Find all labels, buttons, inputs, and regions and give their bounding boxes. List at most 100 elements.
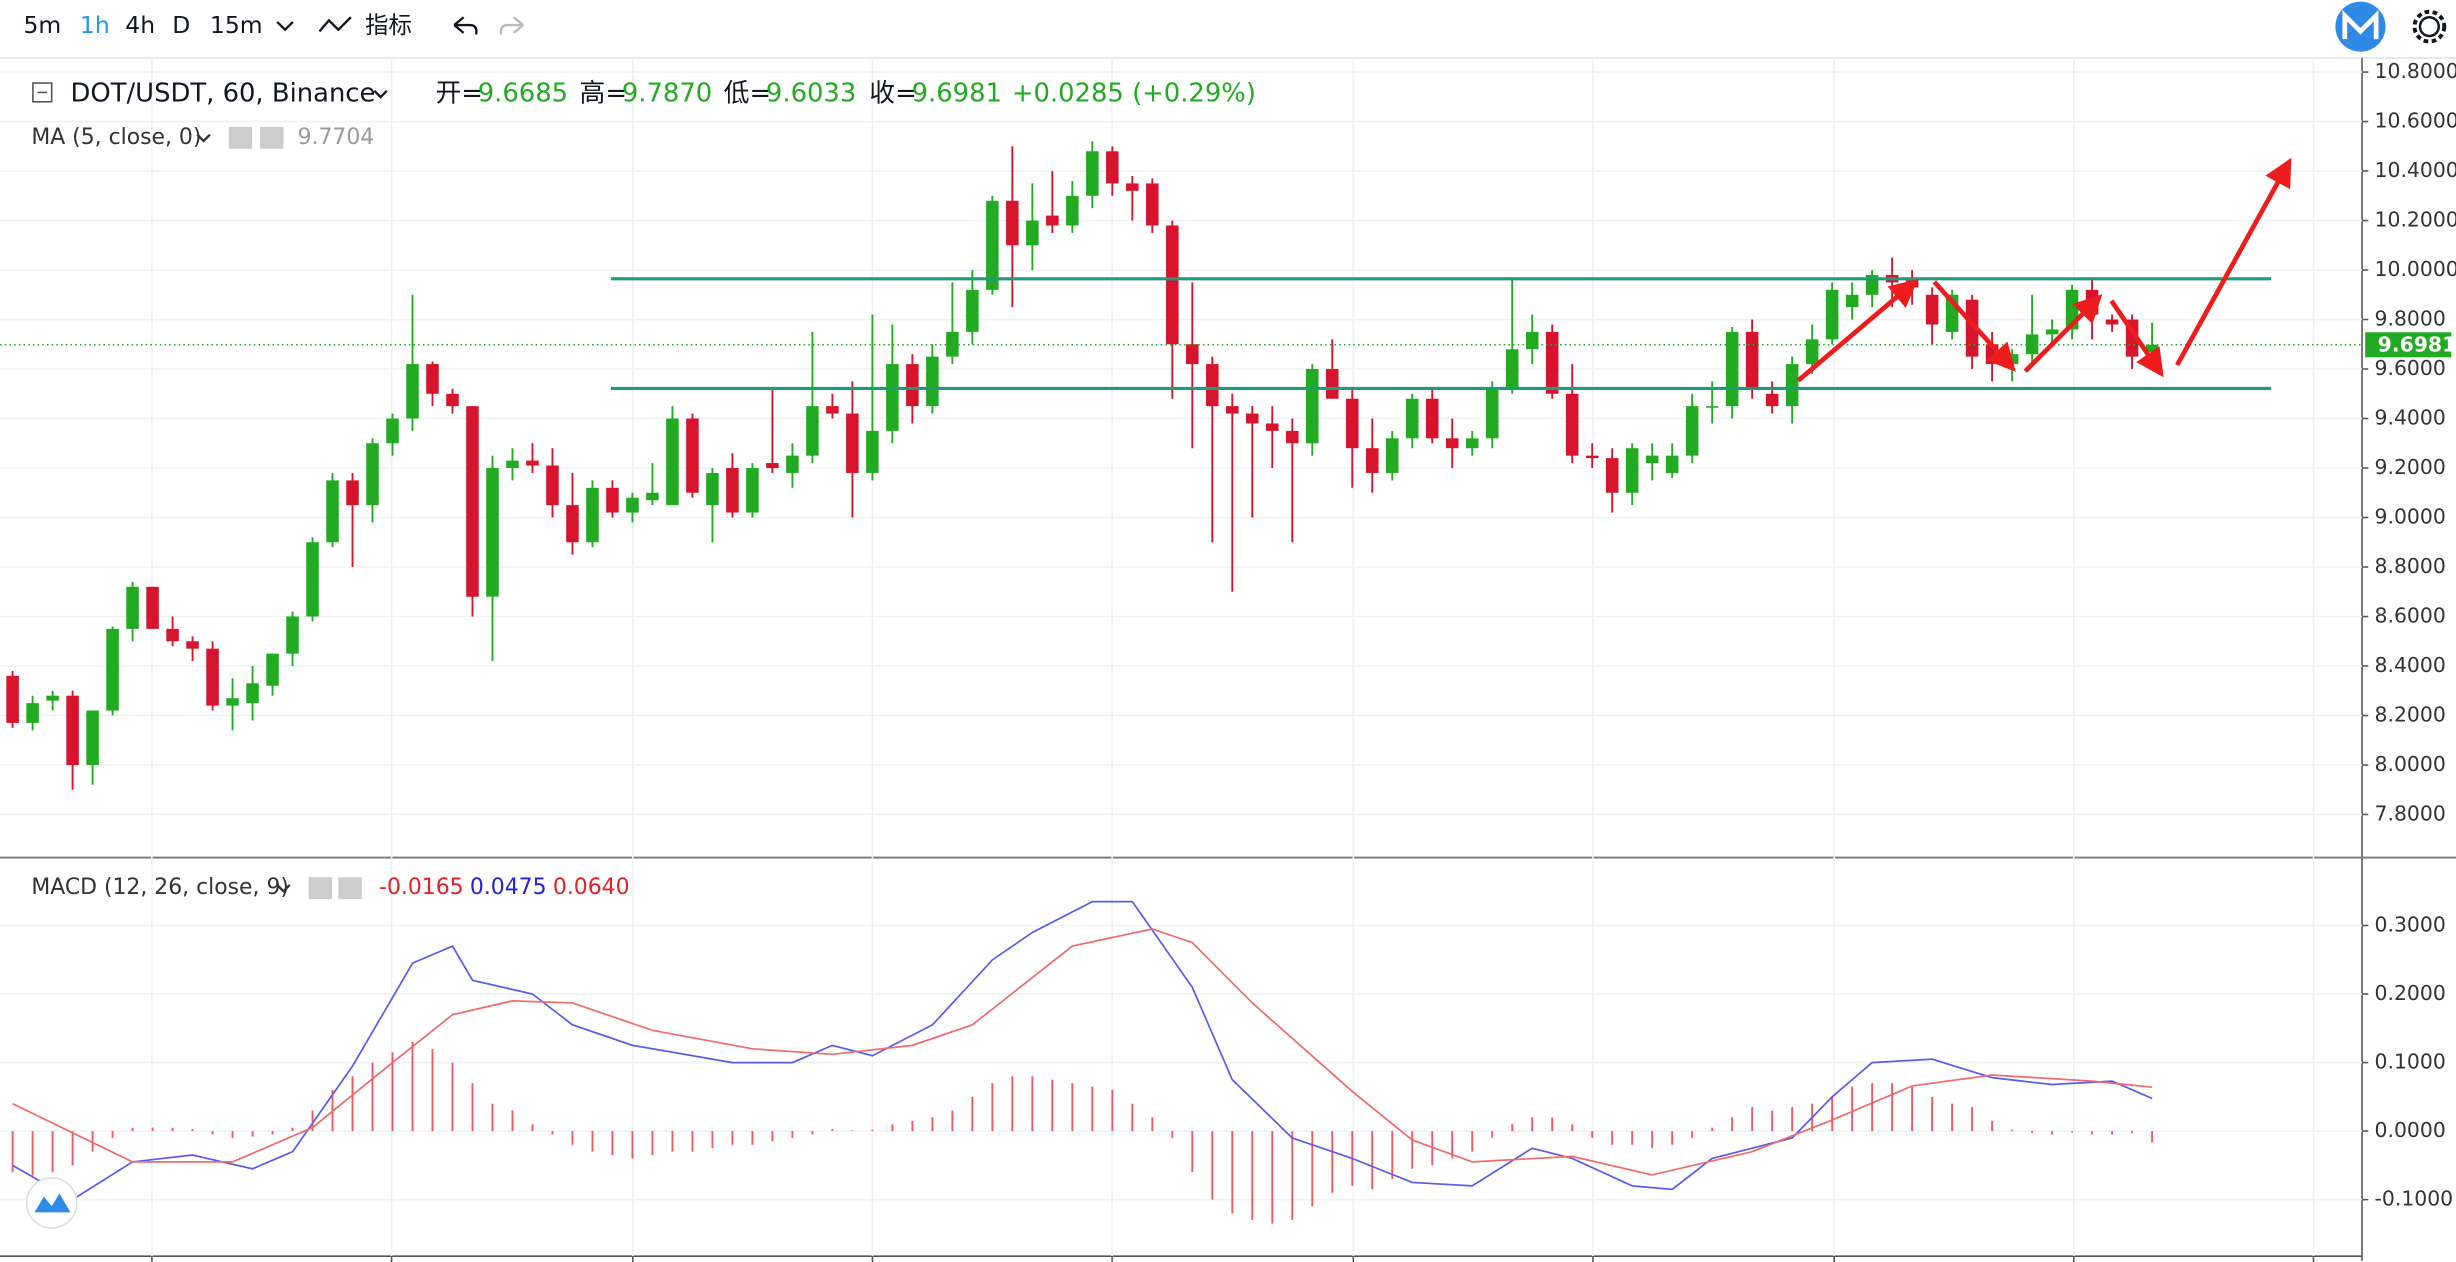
- candle-body: [486, 468, 499, 597]
- candle-body: [1026, 220, 1039, 246]
- candle-body: [1186, 344, 1199, 365]
- y-tick-label: 10.6000: [2375, 109, 2456, 133]
- candle-body: [1286, 430, 1299, 444]
- candle-body: [626, 497, 639, 513]
- ma-legend: MA (5, close, 0) 9.7704: [31, 125, 374, 150]
- avatar-letter: [2342, 9, 2379, 40]
- account-avatar[interactable]: [2335, 1, 2386, 52]
- candle-body: [366, 443, 379, 506]
- collapse-icon[interactable]: [32, 82, 53, 103]
- logo-badge[interactable]: [25, 1177, 78, 1229]
- last-price-label: 9.6981: [2378, 333, 2456, 357]
- candle-body: [2105, 319, 2119, 325]
- candle-body: [1385, 438, 1399, 473]
- macd-dropdown[interactable]: [276, 884, 291, 893]
- y-tick-label: 10.8000: [2375, 59, 2456, 83]
- macd-dif-value: 0.0475: [470, 875, 547, 900]
- candle-body: [946, 331, 959, 357]
- candle-body: [1425, 398, 1439, 439]
- ma-dropdown[interactable]: [196, 133, 211, 143]
- y-tick-label: 8.4000: [2375, 653, 2446, 677]
- redo-button[interactable]: [499, 16, 524, 35]
- candle-body: [1086, 151, 1099, 196]
- interval-d[interactable]: D: [172, 11, 190, 39]
- y-tick-label: 0.1000: [2375, 1050, 2446, 1074]
- candle-body: [766, 463, 779, 469]
- toolbar: 5m 1h 4h D 15m 指标: [23, 1, 2447, 52]
- candle-body: [1645, 455, 1659, 464]
- candle-body: [1745, 331, 1759, 389]
- candle-body: [1785, 364, 1799, 407]
- candle-body: [1326, 369, 1339, 399]
- candle-body: [926, 356, 939, 407]
- macd-legend: MACD (12, 26, close, 9) -0.0165 0.0475 0…: [31, 875, 629, 900]
- y-tick-label: 10.4000: [2375, 158, 2456, 182]
- candle-body: [526, 460, 539, 466]
- y-tick-label: 8.0000: [2375, 752, 2446, 776]
- symbol-label[interactable]: DOT/USDT, 60, Binance: [70, 78, 375, 108]
- indicator-icon[interactable]: [318, 16, 352, 33]
- undo-button[interactable]: [453, 16, 478, 35]
- interval-15m[interactable]: 15m: [210, 11, 263, 39]
- candle-body: [566, 505, 579, 543]
- candle-body: [806, 406, 819, 456]
- candle-body: [2045, 329, 2059, 335]
- candle-body: [1166, 225, 1179, 345]
- time-ticks: [151, 1256, 2315, 1262]
- plot-layer: 10.8000 10.6000 10.4000 10.2000 10.0000 9.800…: [0, 59, 2456, 1224]
- close-value: 9.6981: [912, 78, 1002, 108]
- macd-line: [12, 900, 2153, 1201]
- trend-arrows[interactable]: [1796, 157, 2292, 383]
- candle-body: [1465, 438, 1479, 449]
- y-tick-label: 9.0000: [2375, 505, 2446, 529]
- candle-body: [746, 468, 759, 513]
- y-tick-label: 9.4000: [2375, 406, 2446, 430]
- candle-body: [186, 641, 199, 649]
- y-tick-label: 8.8000: [2375, 554, 2446, 578]
- candle-body: [846, 413, 859, 473]
- y-tick-label: 10.0000: [2375, 257, 2456, 281]
- y-tick-label: 0.3000: [2375, 913, 2446, 937]
- macd-remove[interactable]: [338, 877, 362, 900]
- candle-body: [906, 364, 919, 407]
- ma-label[interactable]: MA (5, close, 0): [31, 125, 201, 150]
- interval-4h[interactable]: 4h: [125, 11, 155, 39]
- candle-body: [706, 472, 719, 506]
- candle-body: [1605, 458, 1619, 493]
- y-tick-label: 9.8000: [2375, 307, 2446, 331]
- candle-body: [266, 653, 279, 686]
- macd-visibility[interactable]: [308, 877, 333, 900]
- logo-mark: [34, 1193, 71, 1213]
- indicators-button[interactable]: 指标: [365, 11, 412, 39]
- candle-body: [46, 695, 59, 701]
- interval-1h[interactable]: 1h: [80, 11, 110, 39]
- symbol-dropdown[interactable]: [373, 90, 388, 99]
- candle-body: [1825, 289, 1839, 340]
- macd-label[interactable]: MACD (12, 26, close, 9): [31, 875, 289, 900]
- candle-body: [106, 628, 119, 711]
- candle-body: [666, 418, 679, 506]
- open-label: 开=: [435, 78, 482, 108]
- candle-body: [6, 675, 19, 723]
- candle-body: [1665, 455, 1679, 473]
- ma-visibility[interactable]: [228, 126, 253, 149]
- interval-dropdown[interactable]: [276, 21, 294, 32]
- y-tick-label: 8.6000: [2375, 603, 2446, 627]
- candle-body: [1565, 393, 1579, 456]
- candle-body: [386, 418, 399, 444]
- candle-body: [966, 289, 979, 332]
- settings-button[interactable]: [2418, 15, 2441, 38]
- candle-body: [646, 492, 659, 501]
- interval-5m[interactable]: 5m: [23, 11, 61, 39]
- candle-body: [1106, 151, 1119, 184]
- ma-remove[interactable]: [260, 126, 284, 149]
- candle-body: [86, 710, 99, 765]
- candle-body: [866, 430, 879, 473]
- candle-body: [246, 683, 259, 704]
- candle-body: [306, 542, 319, 617]
- candle-body: [226, 698, 239, 706]
- candle-body: [726, 468, 739, 513]
- candle-body: [1306, 369, 1319, 444]
- candle-body: [1505, 349, 1519, 389]
